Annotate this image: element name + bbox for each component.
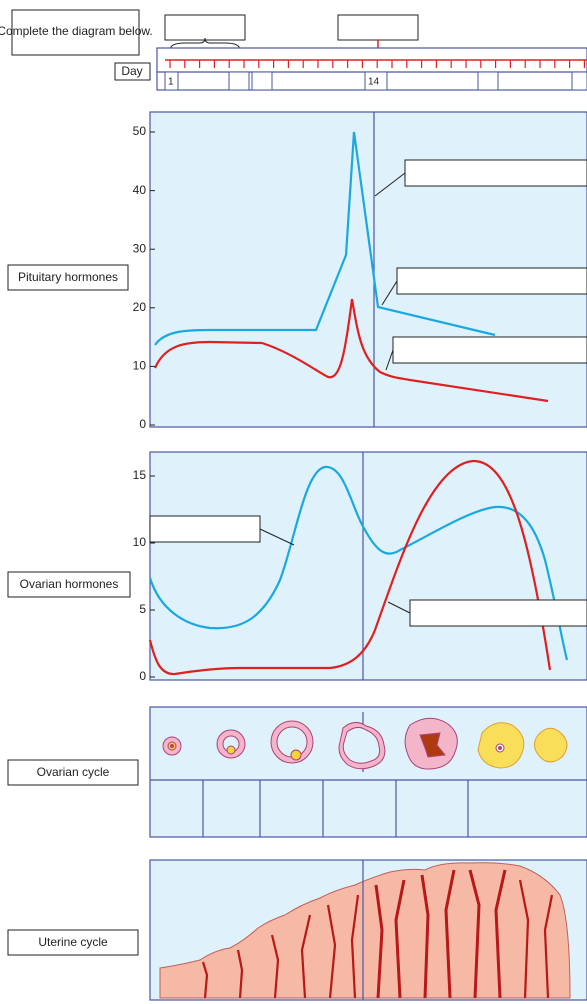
y-tick-label: 5 [139, 602, 146, 616]
answer-box[interactable] [338, 15, 418, 40]
panel-label: Uterine cycle [38, 935, 108, 949]
answer-box[interactable] [405, 160, 587, 186]
panel-label: Ovarian hormones [20, 577, 119, 591]
day-box[interactable] [572, 72, 587, 90]
answer-box[interactable] [393, 337, 587, 363]
day-box[interactable] [252, 72, 272, 90]
y-tick-label: 30 [133, 241, 147, 255]
y-tick-label: 40 [133, 183, 147, 197]
day-box[interactable] [478, 72, 498, 90]
answer-box[interactable] [410, 600, 587, 626]
answer-box[interactable] [165, 15, 245, 40]
y-tick-label: 15 [133, 468, 147, 482]
instruction: Complete the diagram below. [0, 24, 153, 38]
day-number: 1 [168, 77, 174, 88]
answer-box[interactable] [150, 516, 260, 542]
y-tick-label: 0 [139, 417, 146, 431]
y-tick-label: 10 [133, 535, 147, 549]
panel-label: Ovarian cycle [37, 765, 110, 779]
y-tick-label: 0 [139, 669, 146, 683]
answer-box[interactable] [397, 268, 587, 294]
worksheet: Complete the diagram below. Day 1 14 0 10… [0, 0, 587, 1004]
day-label: Day [121, 64, 142, 78]
ovarian-hormone-panel [150, 452, 587, 680]
y-tick-label: 10 [133, 359, 147, 373]
day-number: 14 [368, 77, 380, 88]
y-tick-label: 50 [133, 124, 147, 138]
panel-label: Pituitary hormones [18, 270, 118, 284]
day-box[interactable] [229, 72, 249, 90]
y-tick-label: 20 [133, 300, 147, 314]
